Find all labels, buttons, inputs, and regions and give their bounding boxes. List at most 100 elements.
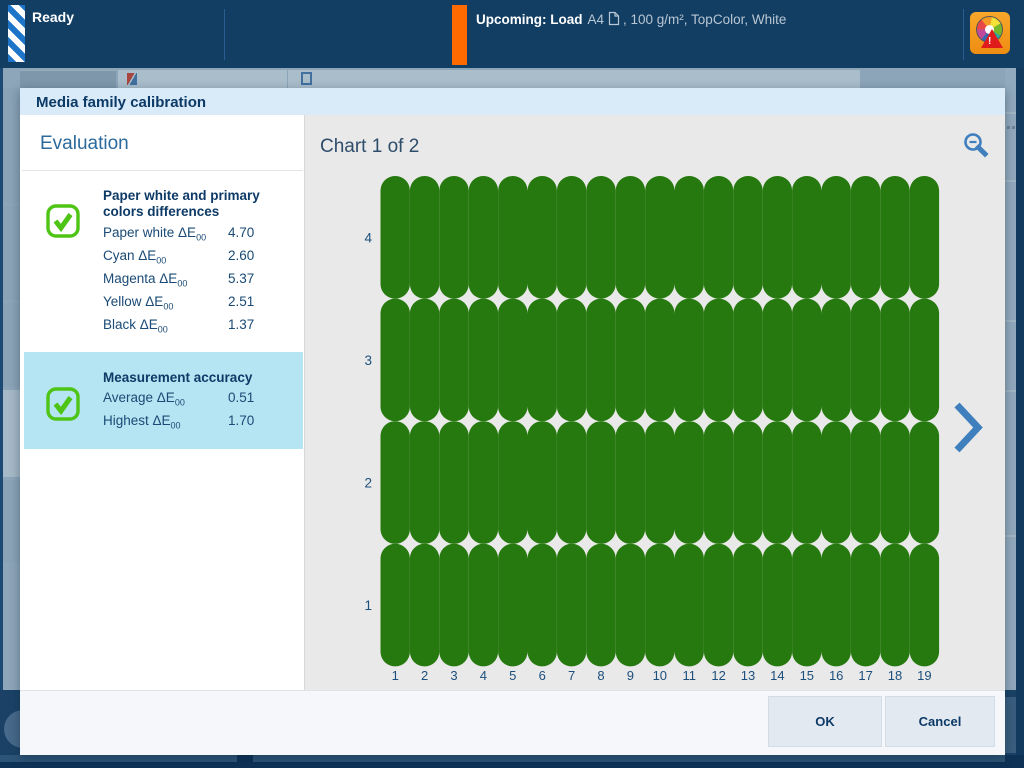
metric-row: Cyan ΔE00 2.60 — [103, 248, 288, 268]
evaluation-panel: Evaluation Paper white and primary color… — [20, 115, 305, 690]
patch-marker — [674, 176, 704, 299]
warning-triangle-icon — [981, 29, 1003, 48]
y-axis-label: 4 — [364, 230, 372, 245]
metric-value: 1.70 — [228, 413, 255, 428]
patch-marker — [586, 176, 616, 299]
patch-marker — [409, 176, 440, 299]
background-tab-2 — [118, 70, 287, 88]
patch-marker — [880, 176, 910, 299]
patch-marker — [527, 421, 557, 544]
metric-row: Yellow ΔE00 2.51 — [103, 294, 288, 314]
warning-exclamation: ! — [988, 36, 992, 47]
ok-button[interactable]: OK — [768, 696, 882, 747]
patch-marker — [645, 421, 675, 544]
x-axis-label: 7 — [568, 668, 575, 683]
patch-marker — [498, 298, 528, 422]
patch-marker — [645, 298, 675, 422]
color-calibration-warning-button[interactable]: ! — [970, 12, 1010, 54]
pass-check-icon — [46, 387, 80, 421]
background-left-sidebar — [0, 68, 20, 768]
patch-marker — [733, 298, 763, 422]
patch-marker — [762, 176, 793, 299]
evaluation-heading: Evaluation — [40, 133, 129, 154]
patch-marker — [586, 298, 616, 422]
background-right-panel — [1005, 68, 1024, 768]
x-axis-label: 9 — [627, 668, 634, 683]
patch-marker — [439, 543, 469, 667]
patch-marker — [498, 421, 528, 544]
patch-marker — [645, 543, 675, 667]
patch-marker — [527, 543, 557, 667]
patch-marker — [733, 176, 763, 299]
patch-marker — [762, 543, 793, 667]
section-measurement-accuracy[interactable]: Measurement accuracy Average ΔE00 0.51 Hig… — [24, 352, 303, 449]
y-axis-label: 3 — [364, 353, 372, 368]
patch-marker — [409, 421, 440, 544]
patch-marker — [880, 298, 910, 422]
section-title: Paper white and primary colors differenc… — [103, 188, 260, 219]
background-tab3-icon — [301, 72, 312, 85]
topbar-divider — [224, 9, 225, 60]
patch-marker — [468, 176, 499, 299]
section-title: Measurement accuracy — [103, 370, 253, 385]
patch-marker — [498, 543, 528, 667]
background-tab-3 — [288, 70, 860, 88]
zoom-out-icon[interactable] — [961, 131, 991, 161]
patch-marker — [880, 543, 910, 667]
metric-value: 5.37 — [228, 271, 255, 286]
patch-marker — [439, 176, 469, 299]
patch-marker — [703, 421, 734, 544]
dialog-title: Media family calibration — [36, 94, 207, 111]
section-paper-white-differences[interactable]: Paper white and primary colors differenc… — [20, 175, 305, 347]
upcoming-media-size: A4 — [587, 12, 605, 27]
metric-row: Black ΔE00 1.37 — [103, 317, 288, 337]
top-status-bar: Ready Upcoming: Load A4 , 100 g/m², TopCol… — [0, 0, 1024, 68]
patch-marker — [792, 543, 822, 667]
topbar-divider-right — [963, 9, 964, 60]
printer-busy-stripes-icon — [8, 5, 25, 62]
metric-label: Yellow ΔE00 — [103, 294, 174, 312]
x-axis-label: 15 — [800, 668, 814, 683]
printer-status-text: Ready — [32, 9, 75, 25]
cancel-button[interactable]: Cancel — [885, 696, 995, 747]
metric-value: 0.51 — [228, 390, 255, 405]
patch-marker — [380, 176, 410, 299]
upcoming-job-info: Upcoming: Load A4 , 100 g/m², TopColor, Wh… — [476, 11, 786, 28]
upcoming-label: Upcoming: Load — [476, 12, 583, 27]
next-chart-button[interactable] — [950, 400, 986, 456]
patch-marker — [409, 543, 440, 667]
patch-marker — [792, 298, 822, 422]
patch-marker — [821, 176, 851, 299]
media-family-calibration-dialog: Media family calibration Evaluation Pape… — [20, 88, 1005, 755]
chart-panel: Chart 1 of 2 4 3 2 1 1 2 3 4 5 6 7 8 9 10 11 12 13 14 15 16… — [305, 115, 1005, 690]
x-axis-label: 19 — [917, 668, 931, 683]
patch-marker — [674, 421, 704, 544]
metric-value: 4.70 — [228, 225, 255, 240]
x-axis-label: 17 — [858, 668, 872, 683]
patch-marker — [409, 298, 440, 422]
patch-marker — [792, 421, 822, 544]
patch-marker — [909, 421, 940, 544]
pass-check-icon — [46, 204, 80, 238]
dialog-footer: OK Cancel — [20, 690, 1005, 755]
metric-value: 1.37 — [228, 317, 255, 332]
patch-marker — [439, 421, 469, 544]
patch-marker — [615, 421, 646, 544]
patch-marker — [468, 421, 499, 544]
patch-marker — [380, 298, 410, 422]
background-tab-1 — [4, 70, 116, 88]
metric-label: Black ΔE00 — [103, 317, 168, 335]
patch-marker — [762, 298, 793, 422]
chart-title: Chart 1 of 2 — [320, 136, 420, 157]
patch-marker — [909, 176, 940, 299]
metric-row: Magenta ΔE00 5.37 — [103, 271, 288, 291]
evaluation-divider — [22, 170, 303, 171]
x-axis-label: 6 — [539, 668, 546, 683]
x-axis-label: 3 — [450, 668, 457, 683]
metric-label: Magenta ΔE00 — [103, 271, 188, 289]
dialog-titlebar: Media family calibration — [20, 88, 1005, 115]
patch-marker — [850, 298, 881, 422]
patch-marker — [380, 421, 410, 544]
upcoming-details: , 100 g/m², TopColor, White — [623, 12, 787, 27]
